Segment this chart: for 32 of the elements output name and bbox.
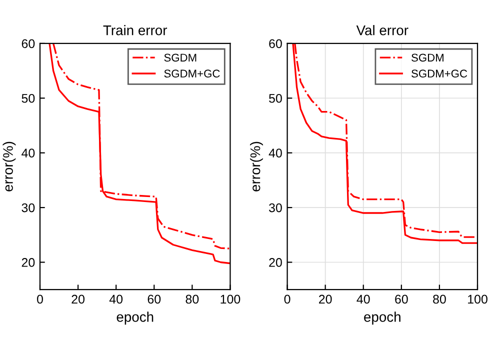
y-tick-label: 50 <box>22 94 35 103</box>
y-tick-label: 40 <box>268 148 282 158</box>
x-tick-label: 60 <box>148 294 161 304</box>
legend-label: SGDM <box>164 54 196 62</box>
x-tick-label: 100 <box>468 294 488 304</box>
x-tick-label: 80 <box>433 294 446 304</box>
x-tick-label: 20 <box>319 294 332 304</box>
chart-title: Train error <box>103 25 168 36</box>
y-tick-label: 20 <box>269 258 282 267</box>
y-tick-label: 40 <box>22 148 35 158</box>
x-tick-label: 0 <box>284 294 290 304</box>
x-tick-label: 100 <box>220 294 240 304</box>
y-tick-label: 60 <box>269 39 282 48</box>
legend-label: SGDM+GC <box>412 70 468 78</box>
x-axis-title: epoch <box>116 312 154 325</box>
y-tick-label: 30 <box>268 203 282 212</box>
y-tick-label: 30 <box>22 203 35 212</box>
y-axis-title: error(%) <box>2 142 16 192</box>
y-tick-label: 60 <box>22 39 35 48</box>
x-axis-title: epoch <box>364 312 400 325</box>
x-tick-label: 40 <box>109 294 123 304</box>
y-tick-label: 50 <box>269 94 282 103</box>
x-tick-label: 60 <box>395 294 408 304</box>
x-tick-label: 40 <box>356 294 370 304</box>
x-tick-label: 80 <box>186 294 199 304</box>
x-tick-label: 0 <box>37 294 43 304</box>
legend-label: SGDM+GC <box>164 70 220 78</box>
legend-label: SGDM <box>412 54 444 62</box>
x-tick-label: 20 <box>72 294 85 304</box>
y-axis-title: error(%) <box>250 142 263 192</box>
y-tick-label: 20 <box>22 258 35 267</box>
chart-title: Val error <box>356 25 408 36</box>
